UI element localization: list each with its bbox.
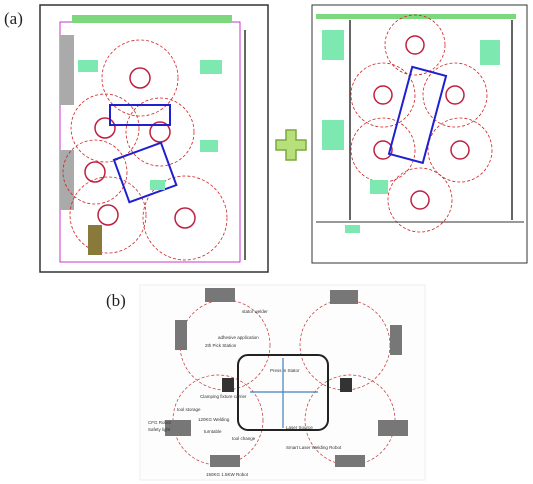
annotation: Smart Laser Welding Robot xyxy=(286,445,342,450)
layout-left xyxy=(40,5,268,272)
plus-sign xyxy=(276,130,306,160)
annotation: tool change xyxy=(232,436,256,441)
annotation: Press in Stator xyxy=(270,368,300,373)
panel-b-label: (b) xyxy=(106,291,126,310)
annotation: CFG Robot xyxy=(148,420,172,425)
figure: (a) (b) xyxy=(0,0,533,484)
annotation: tool storage xyxy=(177,407,201,412)
annotation: Safety light xyxy=(148,427,171,432)
layout-bottom xyxy=(140,285,425,480)
annotation: turntable xyxy=(204,429,222,434)
annotation: Laser Source xyxy=(286,425,313,430)
annotation: Clamping fixture carrier xyxy=(200,394,247,399)
annotation: 150KG 1.5KW Robot xyxy=(206,472,249,477)
panel-a-label: (a) xyxy=(4,9,23,28)
annotation: adhesive application xyxy=(218,335,259,340)
annotation: 2th Pick Station xyxy=(205,343,237,348)
layout-right xyxy=(312,5,527,263)
annotation: stator welder xyxy=(242,309,268,314)
annotation: 120KG Welding xyxy=(198,417,230,422)
